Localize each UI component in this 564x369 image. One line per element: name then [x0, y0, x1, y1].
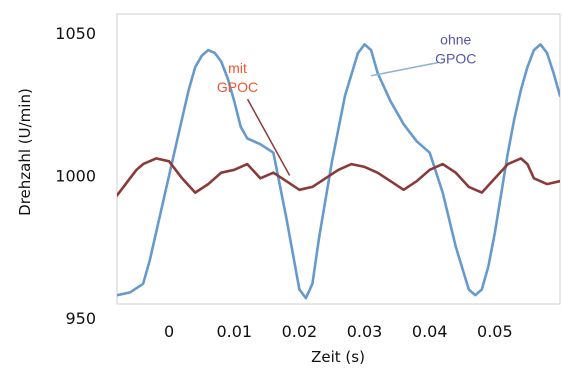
x-tick-label: 0.01	[216, 322, 252, 341]
annotation-label-ohne-gpoc: ohne GPOC	[435, 32, 476, 67]
series-line-mit-gpoc	[117, 157, 560, 197]
x-tick-label: 0.04	[412, 322, 448, 341]
annotation-label-mit-gpoc: mit GPOC	[217, 60, 258, 95]
x-tick-label: 0.05	[477, 322, 513, 341]
annotation-line: ohne	[440, 32, 471, 48]
annotation-line: GPOC	[435, 51, 476, 67]
annotation-line: GPOC	[217, 79, 258, 95]
x-tick-label: 0	[164, 322, 174, 341]
plot-area	[116, 13, 561, 305]
x-tick-label: 0.02	[282, 322, 318, 341]
annotation-leader-mit-gpoc	[246, 98, 291, 176]
x-tick-label: 0.03	[347, 322, 383, 341]
annotation-leader-ohne-gpoc	[370, 61, 438, 77]
x-axis-label: Zeit (s)	[311, 348, 365, 366]
y-tick-label: 1000	[55, 167, 96, 186]
annotation-line: mit	[228, 60, 247, 76]
y-axis-label: Drehzahl (U/min)	[16, 88, 34, 216]
y-tick-label: 950	[65, 309, 96, 328]
y-tick-label: 1050	[55, 24, 96, 43]
series-line-ohne-gpoc	[117, 43, 560, 300]
